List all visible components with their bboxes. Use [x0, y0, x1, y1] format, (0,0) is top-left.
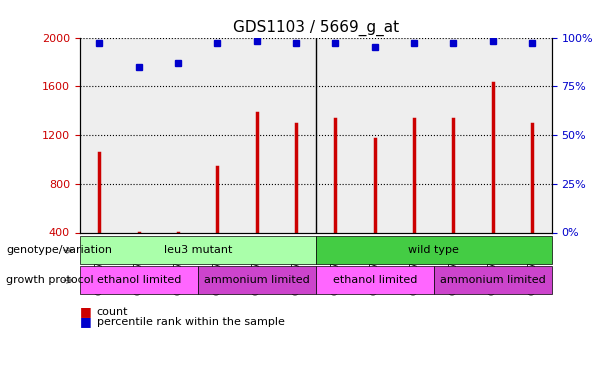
- Text: count: count: [97, 307, 128, 317]
- Title: GDS1103 / 5669_g_at: GDS1103 / 5669_g_at: [232, 20, 399, 36]
- Text: growth protocol: growth protocol: [6, 275, 94, 285]
- Text: ■: ■: [80, 306, 91, 318]
- Text: wild type: wild type: [408, 245, 459, 255]
- Text: percentile rank within the sample: percentile rank within the sample: [97, 317, 284, 327]
- Text: ethanol limited: ethanol limited: [332, 275, 417, 285]
- Text: ammonium limited: ammonium limited: [204, 275, 310, 285]
- Text: leu3 mutant: leu3 mutant: [164, 245, 232, 255]
- Text: genotype/variation: genotype/variation: [6, 245, 112, 255]
- Text: ammonium limited: ammonium limited: [440, 275, 546, 285]
- Text: ■: ■: [80, 315, 91, 328]
- Text: ethanol limited: ethanol limited: [96, 275, 181, 285]
